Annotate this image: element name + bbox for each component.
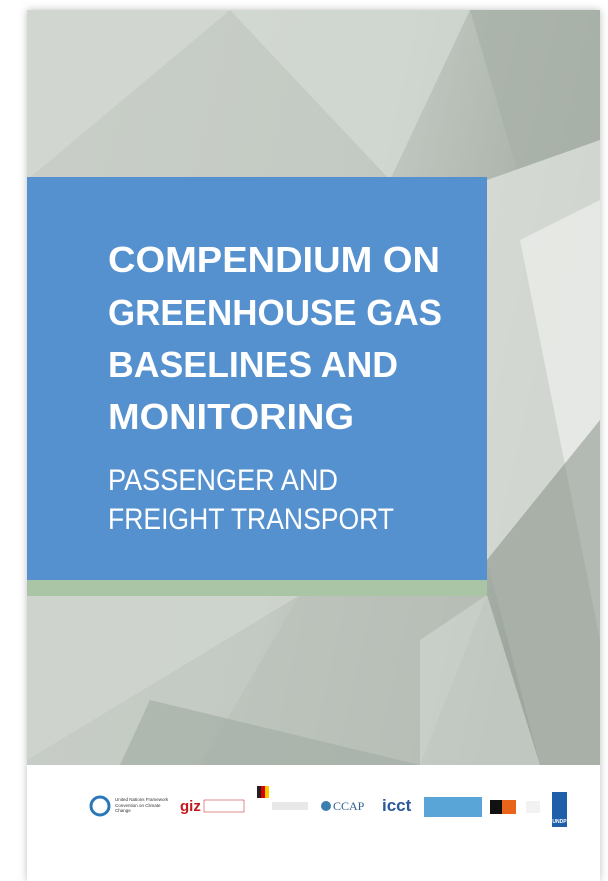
bmub-flag xyxy=(265,786,269,798)
giz-logo: giz xyxy=(180,798,201,815)
partner-logo xyxy=(502,800,516,814)
bmub-flag xyxy=(257,786,261,798)
partner-logo xyxy=(526,801,540,813)
partner-logo xyxy=(424,797,482,817)
cover: COMPENDIUM ON GREENHOUSE GAS BASELINES A… xyxy=(0,0,608,881)
unfccc-text: United Nations Framework Convention on C… xyxy=(115,797,177,814)
giz-text xyxy=(204,800,244,812)
undp-logo: UNDP xyxy=(552,819,567,825)
icct-logo: icct xyxy=(382,796,412,815)
page: {"cover": { "title": ["COMPENDIUM ON", "… xyxy=(0,0,608,881)
subtitle-line: FREIGHT TRANSPORT xyxy=(108,503,394,536)
unfccc-text-box: United Nations Framework Convention on C… xyxy=(115,797,177,819)
title-line: COMPENDIUM ON xyxy=(108,239,440,280)
title-line: BASELINES AND xyxy=(108,344,398,385)
partner-logo xyxy=(490,800,502,814)
ccap-emblem xyxy=(321,801,331,811)
title-line: GREENHOUSE GAS xyxy=(108,292,442,333)
bmub-text xyxy=(272,802,308,810)
title-line: MONITORING xyxy=(108,396,354,437)
subtitle-line: PASSENGER AND xyxy=(108,464,338,497)
ccap-logo: CCAP xyxy=(333,799,365,813)
green-strip xyxy=(27,580,487,596)
bmub-flag xyxy=(261,786,265,798)
